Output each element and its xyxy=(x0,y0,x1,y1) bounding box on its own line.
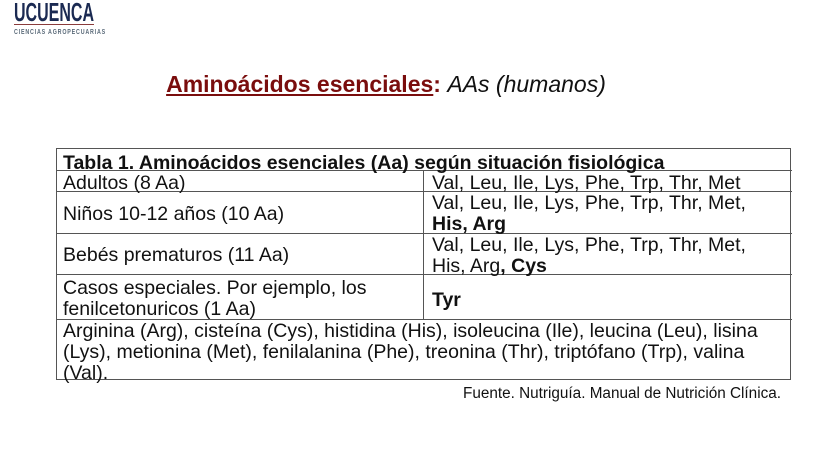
svg-text:UCUENCA: UCUENCA xyxy=(14,0,94,26)
svg-text:CIENCIAS AGROPECUARIAS: CIENCIAS AGROPECUARIAS xyxy=(14,27,106,36)
